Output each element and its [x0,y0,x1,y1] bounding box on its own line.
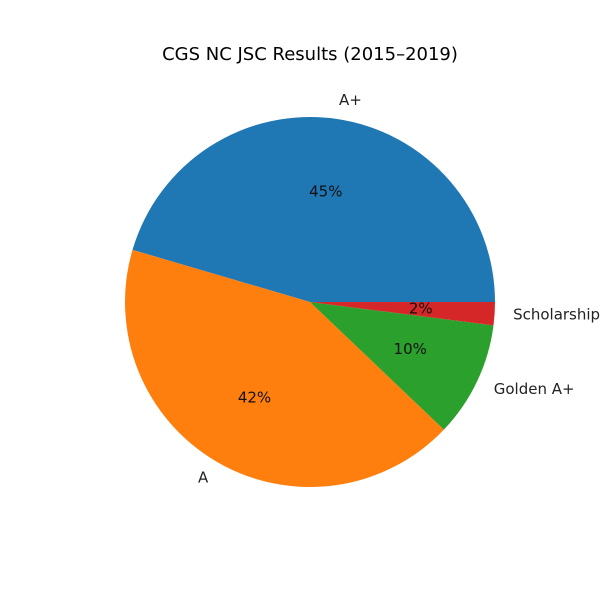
chart-title: CGS NC JSC Results (2015–2019) [162,44,458,65]
slice-percent-a: 42% [238,389,271,407]
pie-slice-scholarship [310,302,495,326]
slice-percent-golden-a-plus: 10% [394,340,427,358]
pie-slice-a [125,249,444,488]
slice-label-a: A [198,469,209,487]
slice-label-scholarship: Scholarship [513,305,600,323]
pie-slices [125,117,495,488]
slice-label-a-plus: A+ [339,91,362,109]
pie-slice-a-plus [132,117,495,302]
pie-slice-golden-a-plus [310,302,494,430]
slice-percent-a-plus: 45% [309,183,342,201]
pie-labels: A+ 45% A 42% Golden A+ 10% Scholarship 2% [198,91,600,487]
slice-label-golden-a-plus: Golden A+ [494,380,575,398]
slice-percent-scholarship: 2% [409,300,433,318]
